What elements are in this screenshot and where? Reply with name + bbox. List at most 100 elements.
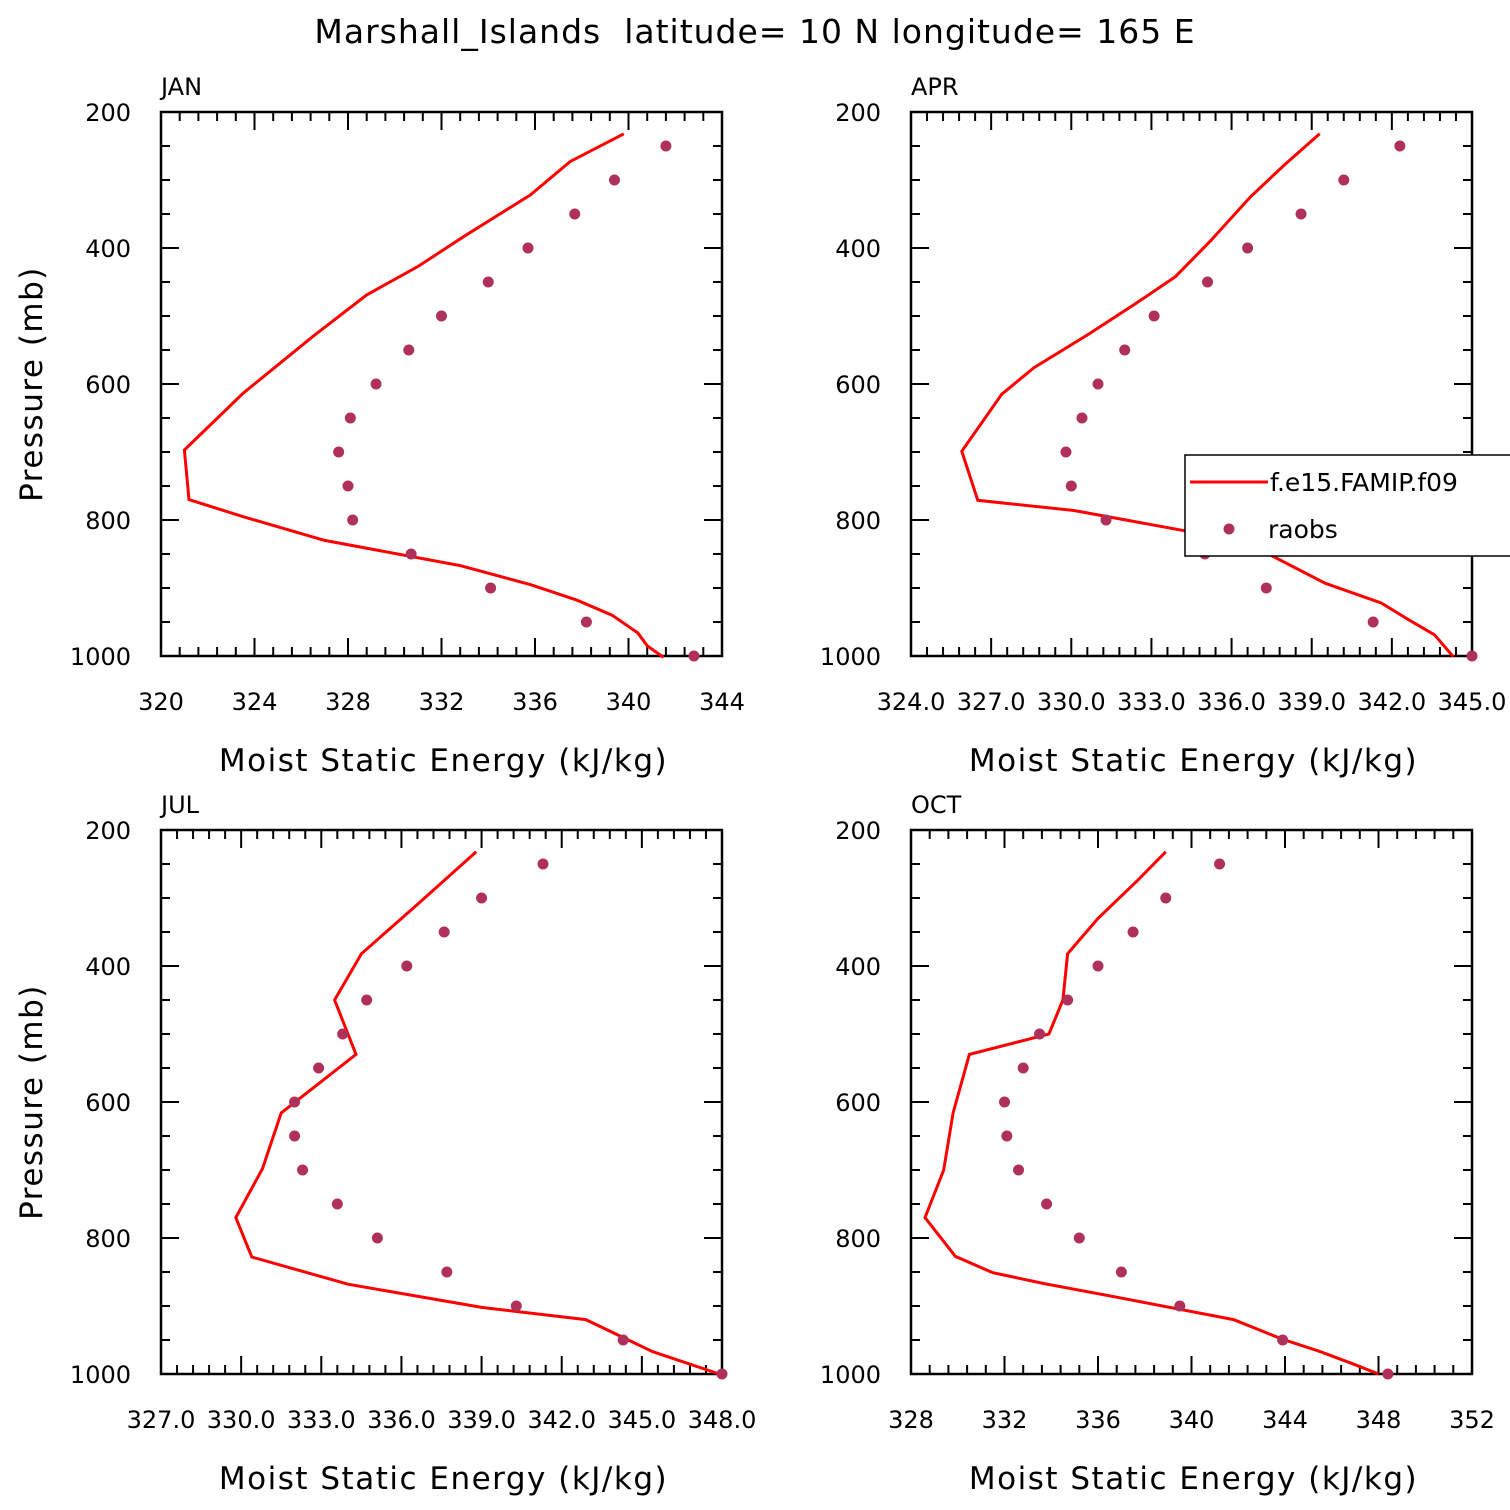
legend-label-model: f.e15.FAMIP.f09 <box>1270 468 1458 497</box>
raobs-point <box>1394 140 1406 152</box>
raobs-point <box>999 1096 1010 1108</box>
x-tick-label: 324.0 <box>877 688 946 716</box>
y-tick-label: 600 <box>85 1089 131 1117</box>
raobs-point <box>1202 276 1214 288</box>
page-title: Marshall_Islands latitude= 10 N longitud… <box>314 12 1196 51</box>
raobs-point <box>688 650 700 662</box>
x-tick-label: 336 <box>1075 1406 1121 1434</box>
raobs-point <box>1160 892 1172 904</box>
raobs-point <box>476 892 488 904</box>
raobs-point <box>333 446 345 458</box>
series-line-model <box>960 132 1455 658</box>
x-tick-label: 324 <box>232 688 278 716</box>
raobs-point <box>1466 650 1478 662</box>
raobs-point <box>1174 1300 1186 1312</box>
panel-jul: 327.0 330.0 333.0 336.0 339.0 342.0 345.0 348.0… <box>14 791 756 1497</box>
raobs-point <box>1214 858 1226 870</box>
panel-title: JUL <box>159 791 200 819</box>
y-tick-label: 200 <box>835 99 881 127</box>
raobs-point <box>1092 960 1104 972</box>
y-tick-label: 400 <box>85 953 131 981</box>
x-tick-label: 336.0 <box>1197 688 1266 716</box>
x-tick-label: 345.0 <box>1438 688 1507 716</box>
plot-frame <box>159 828 724 1376</box>
plot-frame <box>909 828 1474 1376</box>
raobs-point <box>371 1232 383 1244</box>
raobs-point <box>342 480 354 492</box>
raobs-point <box>485 582 497 594</box>
y-tick-label: 1000 <box>70 643 131 671</box>
legend-marker-swatch <box>1223 523 1235 535</box>
x-axis-title: Moist Static Energy (kJ/kg) <box>969 743 1418 779</box>
raobs-point <box>438 926 450 938</box>
x-axis-title: Moist Static Energy (kJ/kg) <box>969 1461 1418 1497</box>
raobs-point <box>608 174 620 186</box>
y-tick-label: 1000 <box>820 1361 881 1389</box>
x-tick-label: 320 <box>138 688 184 716</box>
series-line-model <box>182 132 665 659</box>
x-tick-label: 348.0 <box>688 1406 757 1434</box>
x-tick-label: 342.0 <box>1357 688 1426 716</box>
raobs-point <box>1060 446 1072 458</box>
raobs-point <box>1148 310 1160 322</box>
y-tick-label: 600 <box>835 371 881 399</box>
plot-frame <box>159 110 724 658</box>
legend-box <box>1184 454 1510 557</box>
x-tick-label: 339.0 <box>447 1406 516 1434</box>
raobs-point <box>1260 582 1272 594</box>
x-tick-label: 344 <box>1262 1406 1308 1434</box>
raobs-point <box>1041 1198 1053 1210</box>
panel-apr: 324.0 327.0 330.0 333.0 336.0 339.0 342.0 345.0… <box>820 73 1506 779</box>
y-axis-title: Pressure (mb) <box>14 266 50 502</box>
x-axis-title: Moist Static Energy (kJ/kg) <box>219 1461 668 1497</box>
y-axis-title: Pressure (mb) <box>14 984 50 1220</box>
raobs-point <box>1338 174 1350 186</box>
raobs-point <box>347 514 359 526</box>
panel-title: JAN <box>159 73 202 101</box>
raobs-point <box>537 858 549 870</box>
y-tick-label: 600 <box>835 1089 881 1117</box>
raobs-point <box>337 1028 349 1040</box>
raobs-point <box>1092 378 1104 390</box>
y-tick-label: 400 <box>835 953 881 981</box>
y-tick-label: 800 <box>835 1225 881 1253</box>
x-tick-label: 340 <box>1169 1406 1215 1434</box>
raobs-point <box>1062 994 1074 1006</box>
raobs-point <box>569 208 581 220</box>
x-tick-label: 332 <box>419 688 465 716</box>
y-tick-label: 200 <box>85 817 131 845</box>
raobs-point <box>344 412 356 424</box>
x-tick-label: 330.0 <box>207 1406 276 1434</box>
y-tick-label: 800 <box>835 507 881 535</box>
series-line-model <box>234 850 720 1376</box>
y-tick-label: 1000 <box>820 643 881 671</box>
panel-jan: 320 324 328 332 336 340 344 200 400 600 800 1000 JAN… <box>14 73 745 779</box>
raobs-point <box>1127 926 1139 938</box>
raobs-point <box>405 548 417 560</box>
raobs-point <box>1001 1130 1013 1142</box>
raobs-point <box>580 616 592 628</box>
raobs-point <box>401 960 413 972</box>
y-tick-label: 400 <box>835 235 881 263</box>
x-tick-label: 333.0 <box>1117 688 1186 716</box>
x-tick-label: 352 <box>1449 1406 1495 1434</box>
raobs-point <box>1119 344 1131 356</box>
raobs-point <box>441 1266 453 1278</box>
x-tick-label: 327.0 <box>957 688 1026 716</box>
raobs-point <box>289 1096 301 1108</box>
raobs-point <box>361 994 373 1006</box>
raobs-point <box>370 378 382 390</box>
raobs-point <box>331 1198 343 1210</box>
y-tick-label: 400 <box>85 235 131 263</box>
x-tick-label: 348 <box>1356 1406 1402 1434</box>
x-tick-label: 345.0 <box>607 1406 676 1434</box>
raobs-point <box>716 1368 728 1380</box>
raobs-point <box>436 310 447 322</box>
x-tick-label: 340 <box>606 688 652 716</box>
legend-label-obs: raobs <box>1268 515 1338 544</box>
x-tick-label: 330.0 <box>1037 688 1106 716</box>
y-tick-label: 200 <box>835 817 881 845</box>
raobs-point <box>1277 1334 1289 1346</box>
raobs-point <box>403 344 415 356</box>
